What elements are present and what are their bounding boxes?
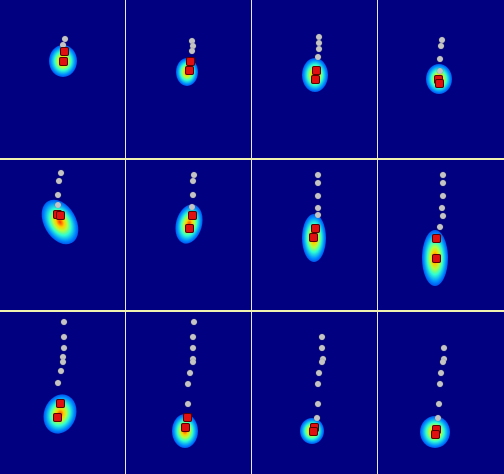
trail-marker <box>61 345 67 351</box>
trail-marker <box>315 401 321 407</box>
trail-marker <box>190 178 196 184</box>
position-marker <box>182 424 189 431</box>
trail-marker <box>319 345 325 351</box>
trail-marker <box>189 48 195 54</box>
position-marker <box>186 67 193 74</box>
heatmap-blob <box>302 58 328 92</box>
position-marker <box>184 414 191 421</box>
trail-marker <box>437 224 443 230</box>
position-marker <box>60 58 67 65</box>
position-marker <box>57 400 64 407</box>
trail-marker <box>189 204 195 210</box>
trail-marker <box>441 345 447 351</box>
heatmap-panel-r3c4 <box>378 312 504 474</box>
trail-marker <box>56 178 62 184</box>
trail-marker <box>319 359 325 365</box>
trail-marker <box>438 43 444 49</box>
trail-marker <box>440 359 446 365</box>
trail-marker <box>437 381 443 387</box>
heatmap-panel-r1c2 <box>126 0 251 158</box>
trail-marker <box>55 202 61 208</box>
trail-marker <box>58 368 64 374</box>
position-marker <box>433 235 440 242</box>
position-marker <box>61 48 68 55</box>
position-marker <box>187 58 194 65</box>
position-marker <box>312 76 319 83</box>
heatmap-panel-r2c2 <box>126 160 251 310</box>
trail-marker <box>437 68 443 74</box>
trail-marker <box>315 205 321 211</box>
trail-marker <box>439 205 445 211</box>
trail-marker <box>440 180 446 186</box>
trail-marker <box>315 193 321 199</box>
trail-marker <box>314 415 320 421</box>
trail-marker <box>58 170 64 176</box>
trail-marker <box>315 54 321 60</box>
trail-marker <box>190 334 196 340</box>
trail-marker <box>61 334 67 340</box>
trail-marker <box>190 192 196 198</box>
trail-marker <box>190 359 196 365</box>
trail-marker <box>440 172 446 178</box>
trail-marker <box>190 345 196 351</box>
trail-marker <box>315 180 321 186</box>
heatmap-panel-r2c4 <box>378 160 504 310</box>
trail-marker <box>440 193 446 199</box>
heatmap-panel-r2c1 <box>0 160 125 310</box>
trail-marker <box>55 380 61 386</box>
heatmap-panel-r3c2 <box>126 312 251 474</box>
position-marker <box>186 225 193 232</box>
trail-marker <box>191 319 197 325</box>
position-marker <box>310 234 317 241</box>
heatmap-panel-r1c3 <box>252 0 377 158</box>
trail-marker <box>60 359 66 365</box>
trail-marker <box>440 213 446 219</box>
trail-marker <box>316 46 322 52</box>
position-marker <box>312 225 319 232</box>
trail-marker <box>61 319 67 325</box>
position-marker <box>313 67 320 74</box>
trail-marker <box>187 370 193 376</box>
heatmap-panel-r1c4 <box>378 0 504 158</box>
heatmap-panel-r1c1 <box>0 0 125 158</box>
heatmap-panel-r3c1 <box>0 312 125 474</box>
trail-marker <box>436 401 442 407</box>
trail-marker <box>435 415 441 421</box>
position-marker <box>436 80 443 87</box>
trail-marker <box>185 401 191 407</box>
position-marker <box>57 212 64 219</box>
position-marker <box>433 255 440 262</box>
trail-marker <box>316 370 322 376</box>
trail-marker <box>315 212 321 218</box>
trail-marker <box>315 172 321 178</box>
heatmap-panel-r2c3 <box>252 160 377 310</box>
trail-marker <box>315 381 321 387</box>
position-marker <box>54 414 61 421</box>
position-marker <box>432 431 439 438</box>
trail-marker <box>185 381 191 387</box>
position-marker <box>189 212 196 219</box>
trail-marker <box>319 334 325 340</box>
trail-marker <box>437 56 443 62</box>
heatmap-panel-r3c3 <box>252 312 377 474</box>
trail-marker <box>55 192 61 198</box>
position-marker <box>310 428 317 435</box>
trail-marker <box>438 370 444 376</box>
